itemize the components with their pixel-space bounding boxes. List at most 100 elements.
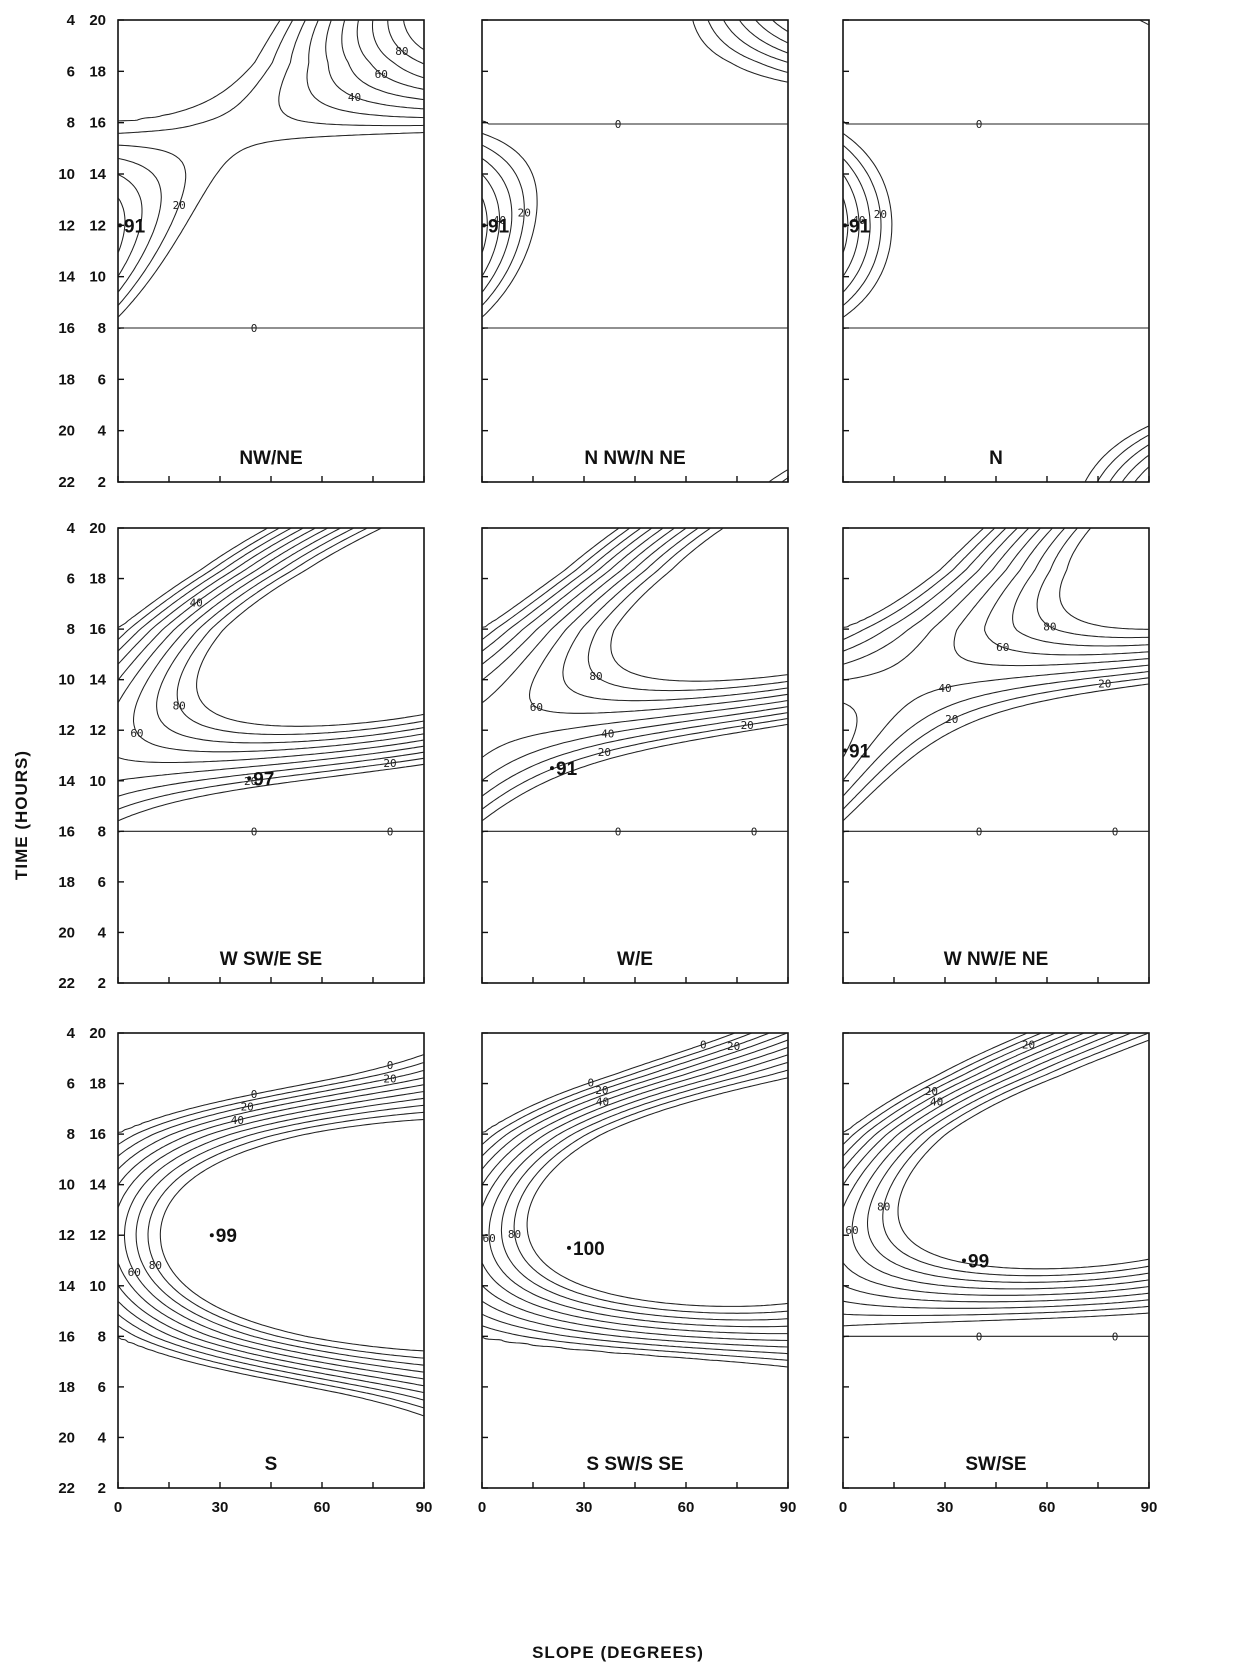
- panel-name: W/E: [617, 949, 653, 970]
- contour-50: [118, 739, 424, 764]
- peak-dot: [567, 1245, 571, 1250]
- panel-name: W SW/E SE: [220, 949, 322, 970]
- contour-40: [118, 745, 424, 781]
- y-tick-label-outer: 12: [58, 217, 75, 234]
- contour-label: 40: [596, 1095, 609, 1108]
- peak-value: 100: [573, 1239, 605, 1260]
- y-tick-label-inner: 20: [89, 12, 106, 29]
- contour-label: 0: [615, 825, 622, 838]
- y-tick-label-inner: 16: [89, 1126, 106, 1143]
- contour-30: [118, 157, 162, 293]
- contour-70: [866, 1033, 1149, 1283]
- peak-value: 91: [556, 759, 578, 780]
- y-tick-label-outer: 14: [58, 1278, 75, 1295]
- x-tick-label: 60: [1039, 1499, 1056, 1516]
- contour-60: [123, 1097, 424, 1373]
- contour-label: 60: [128, 1266, 141, 1279]
- contour-60: [132, 528, 424, 753]
- contour-20: [118, 1069, 424, 1157]
- y-tick-label-outer: 20: [58, 1429, 75, 1446]
- y-tick-label-outer: 10: [58, 166, 75, 183]
- contour-label: 40: [190, 597, 203, 610]
- panel-name: SW/SE: [965, 1454, 1026, 1475]
- panel-frame: [481, 19, 789, 483]
- contour-20: [482, 528, 642, 652]
- contour-label: 0: [615, 118, 622, 131]
- y-tick-label-inner: 20: [89, 1025, 106, 1042]
- contour-40: [843, 174, 860, 277]
- contour-10: [482, 1033, 753, 1145]
- y-tick-label-outer: 6: [67, 571, 75, 588]
- contour-label: 0: [251, 322, 258, 335]
- contour-70: [371, 20, 424, 79]
- contour-30: [118, 751, 424, 797]
- contour-label: 60: [483, 1232, 496, 1245]
- y-tick-label-inner: 20: [89, 520, 106, 537]
- y-tick-label-outer: 10: [58, 1177, 75, 1194]
- y-tick-label-inner: 4: [98, 924, 107, 941]
- y-tick-label-outer: 22: [58, 474, 75, 491]
- contour-30: [306, 20, 424, 119]
- contour-0: [843, 830, 1149, 833]
- x-tick-label: 30: [212, 1499, 229, 1516]
- x-tick-label: 90: [416, 1499, 433, 1516]
- contour-label: 80: [1043, 621, 1056, 634]
- contour-label: 0: [387, 1059, 394, 1072]
- x-tick-label: 30: [576, 1499, 593, 1516]
- contour-50: [843, 702, 858, 758]
- contour-0: [1139, 20, 1149, 26]
- contour-0: [118, 1336, 424, 1417]
- contour-10: [118, 20, 294, 134]
- contour-90: [196, 528, 424, 727]
- x-tick-label: 0: [114, 1499, 122, 1516]
- contour-label: 20: [727, 1040, 740, 1053]
- contour-label: 0: [976, 1330, 983, 1343]
- contour-40: [482, 1285, 788, 1342]
- y-tick-label-inner: 18: [89, 63, 106, 80]
- contour-30: [482, 712, 788, 797]
- contour-label: 80: [508, 1228, 521, 1241]
- contour-label: 0: [587, 1076, 594, 1089]
- contour-label: 20: [925, 1085, 938, 1098]
- x-tick-label: 0: [478, 1499, 486, 1516]
- contour-50: [772, 20, 788, 33]
- peak-value: 91: [849, 741, 871, 762]
- y-tick-label-inner: 14: [89, 166, 106, 183]
- y-tick-label-inner: 14: [89, 672, 106, 689]
- contour-lines: [843, 528, 1149, 833]
- contour-labels: 0 20 40: [493, 118, 621, 227]
- y-tick-label-outer: 18: [58, 1379, 75, 1396]
- contour-label: 80: [589, 670, 602, 683]
- contour-50: [118, 1262, 424, 1380]
- panel-name: NW/NE: [239, 448, 302, 469]
- contour-10: [118, 1061, 424, 1146]
- contour-0: [118, 830, 424, 833]
- panel-frame: [117, 527, 425, 984]
- contour-label: 60: [530, 701, 543, 714]
- contour-30: [843, 670, 1149, 797]
- contour-50: [341, 20, 424, 101]
- y-tick-label-outer: 8: [67, 621, 75, 638]
- y-tick-label-inner: 14: [89, 1177, 106, 1194]
- contour-20: [482, 717, 788, 810]
- contour-lines: [482, 528, 788, 833]
- contour-label: 0: [1112, 1330, 1119, 1343]
- contour-label: 20: [598, 746, 611, 759]
- contour-20: [278, 20, 424, 127]
- contour-0: [482, 120, 788, 125]
- y-tick-label-inner: 12: [89, 1227, 106, 1244]
- contour-40: [843, 1284, 1149, 1303]
- contour-label: 20: [1098, 677, 1111, 690]
- contour-10: [482, 132, 538, 318]
- panel-frame: [481, 527, 789, 984]
- contour-20: [118, 757, 424, 810]
- contour-30: [843, 528, 1018, 665]
- contour-0: [482, 528, 620, 628]
- x-axis-title: SLOPE (DEGREES): [532, 1643, 704, 1662]
- contour-0: [843, 1033, 1028, 1133]
- contour-label: 0: [976, 118, 983, 131]
